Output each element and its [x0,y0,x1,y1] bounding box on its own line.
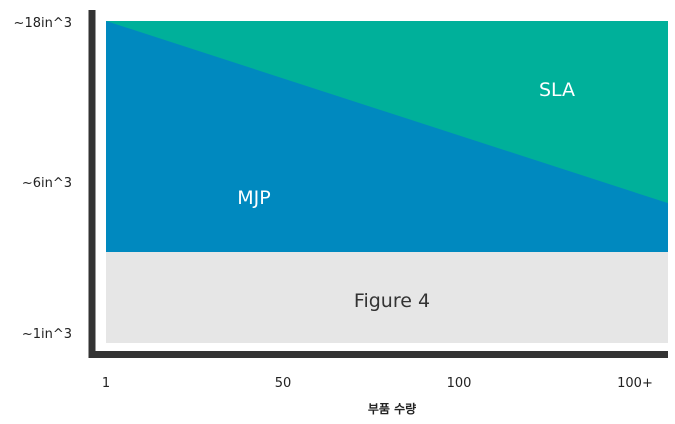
y-tick-label: ~6in^3 [22,176,72,191]
region-label-mjp: MJP [237,187,270,209]
x-axis-title: 부품 수량 [368,402,416,416]
y-tick-label: ~18in^3 [14,16,72,31]
region-figure-4 [106,252,668,343]
x-tick-label: 100+ [617,376,653,391]
region-mjp [106,21,668,252]
x-tick-label: 50 [275,376,292,391]
region-label-figure-4: Figure 4 [354,290,430,312]
region-label-sla: SLA [539,79,575,101]
x-tick-label: 100 [447,376,472,391]
x-tick-label: 1 [102,376,110,391]
y-tick-label: ~1in^3 [22,327,72,342]
